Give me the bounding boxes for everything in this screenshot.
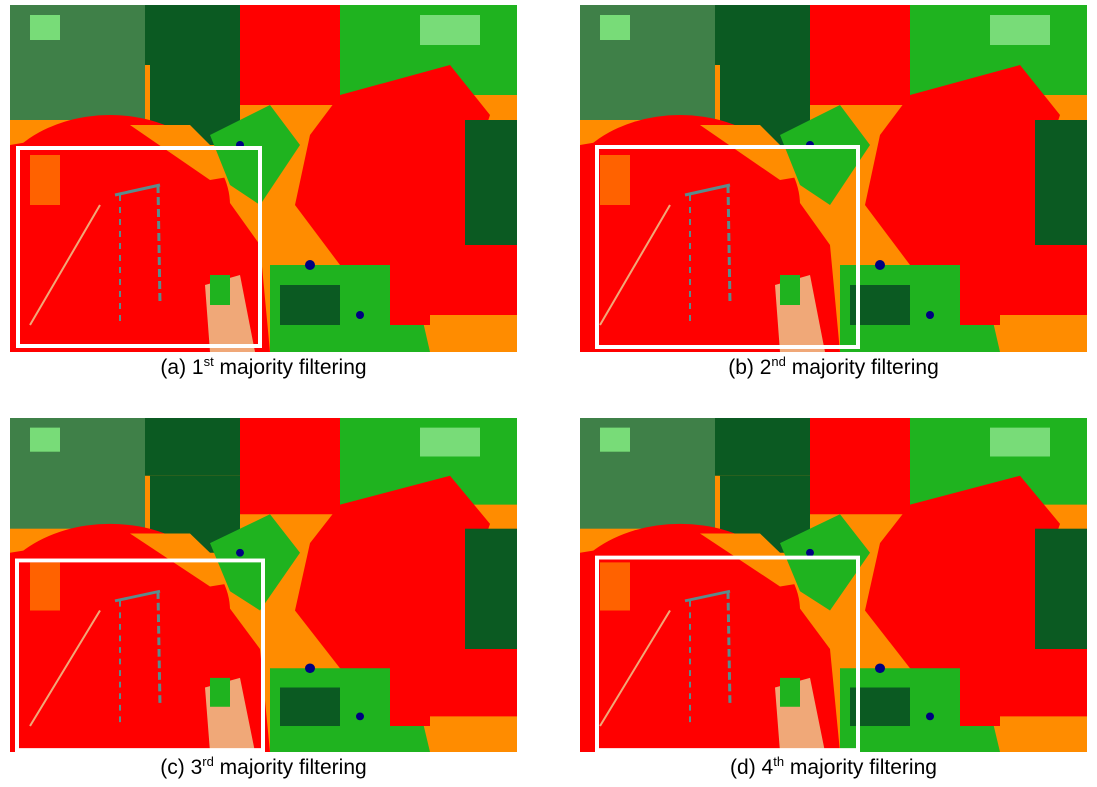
caption-text: majority filtering bbox=[786, 356, 939, 379]
caption-label: (a) 1 bbox=[160, 356, 203, 379]
panel: (b) 2nd majority filtering bbox=[580, 5, 1087, 380]
caption-label: (d) 4 bbox=[730, 756, 773, 779]
map-image bbox=[580, 5, 1087, 352]
caption: (d) 4th majority filtering bbox=[580, 754, 1087, 780]
caption-sup: nd bbox=[771, 354, 785, 369]
page: (a) 1st majority filtering (b) 2nd major… bbox=[0, 0, 1097, 787]
caption-sup: rd bbox=[202, 754, 214, 769]
map-image bbox=[10, 5, 517, 352]
map-image bbox=[10, 418, 517, 752]
caption-sup: th bbox=[773, 754, 784, 769]
caption: (b) 2nd majority filtering bbox=[580, 354, 1087, 380]
panel: (a) 1st majority filtering bbox=[10, 5, 517, 380]
caption-sup: st bbox=[204, 354, 214, 369]
panel: (d) 4th majority filtering bbox=[580, 418, 1087, 780]
caption-label: (c) 3 bbox=[160, 756, 202, 779]
panel: (c) 3rd majority filtering bbox=[10, 418, 517, 780]
caption: (a) 1st majority filtering bbox=[10, 354, 517, 380]
caption: (c) 3rd majority filtering bbox=[10, 754, 517, 780]
caption-text: majority filtering bbox=[214, 756, 367, 779]
caption-text: majority filtering bbox=[214, 356, 367, 379]
caption-label: (b) 2 bbox=[728, 356, 771, 379]
caption-text: majority filtering bbox=[784, 756, 937, 779]
map-image bbox=[580, 418, 1087, 752]
